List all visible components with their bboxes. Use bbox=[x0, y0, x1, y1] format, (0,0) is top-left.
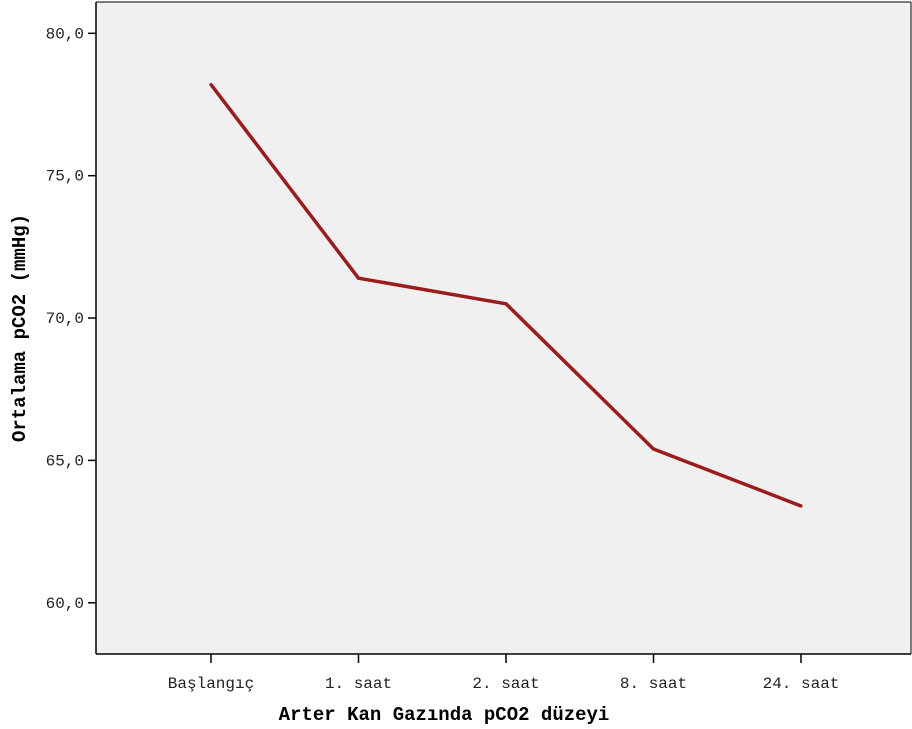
data-point bbox=[209, 82, 213, 87]
x-tick-label: Başlangıç bbox=[168, 675, 254, 693]
y-tick-label: 65,0 bbox=[46, 452, 84, 470]
data-point bbox=[799, 504, 803, 508]
y-tick-label: 70,0 bbox=[46, 310, 84, 328]
data-point bbox=[356, 276, 361, 280]
y-tick-label: 60,0 bbox=[46, 595, 84, 613]
data-point bbox=[504, 302, 508, 306]
series-layer bbox=[209, 82, 803, 508]
y-axis-title: Ortalama pCO2 (mmHg) bbox=[9, 214, 31, 442]
data-point bbox=[651, 447, 656, 451]
x-tick-label: 24. saat bbox=[763, 675, 840, 693]
x-axis-title: Arter Kan Gazında pCO2 düzeyi bbox=[279, 704, 610, 726]
x-tick-label: 1. saat bbox=[325, 675, 392, 693]
y-tick-label: 80,0 bbox=[46, 25, 84, 43]
x-axis: Başlangıç 1. saat 2. saat 8. saat 24. saat bbox=[96, 1, 912, 693]
x-tick-label: 8. saat bbox=[620, 675, 687, 693]
y-axis: 60,0 65,0 70,0 75,0 80,0 bbox=[46, 2, 97, 654]
plot-area bbox=[96, 2, 911, 654]
y-tick-label: 75,0 bbox=[46, 168, 84, 186]
x-tick-label: 2. saat bbox=[472, 675, 539, 693]
